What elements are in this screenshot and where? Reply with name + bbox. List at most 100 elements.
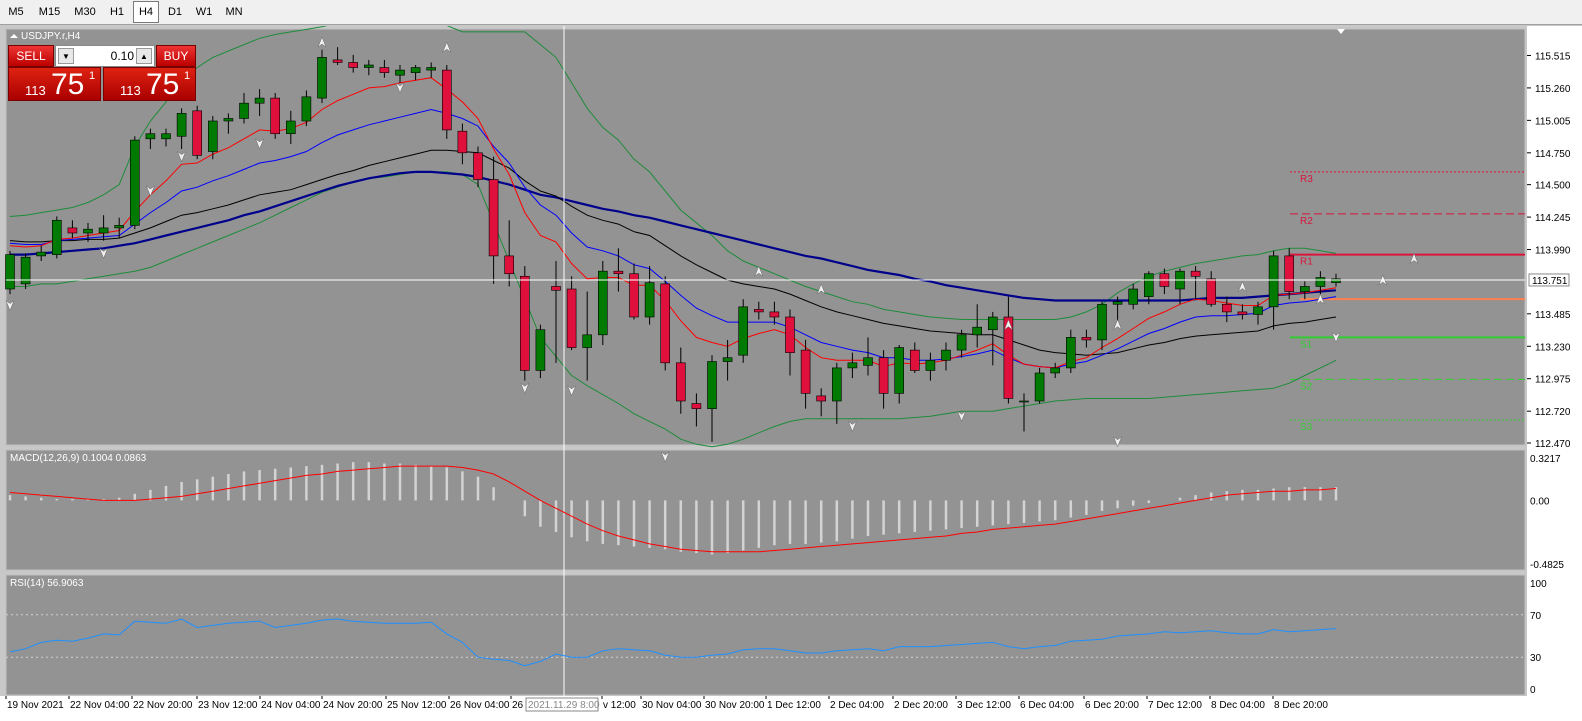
time-tick-label: 23 Nov 12:00 <box>198 700 258 711</box>
candle-body <box>551 286 561 291</box>
pivot-label-s1: S1 <box>1300 339 1313 350</box>
timeframe-w1-button[interactable]: W1 <box>195 6 213 18</box>
candle-body <box>145 133 156 140</box>
timeframe-d1-button[interactable]: D1 <box>167 6 183 18</box>
timeframe-mn-button[interactable]: MN <box>225 6 243 18</box>
buy-price[interactable]: 113 75 1 <box>103 67 196 101</box>
volume-decrease-icon[interactable]: ▼ <box>58 48 74 64</box>
candle-body <box>285 120 296 135</box>
candle-body <box>1081 337 1092 341</box>
candle-body <box>130 139 140 226</box>
volume-value[interactable]: 0.10 <box>110 49 134 63</box>
fractal-up-icon <box>1003 318 1013 331</box>
crosshair-time-badge <box>525 697 599 712</box>
candle-body <box>1268 255 1279 308</box>
fractal-up-icon <box>1409 252 1419 265</box>
timeframe-m30-button[interactable]: M30 <box>74 6 96 18</box>
crosshair-time-label: 2021.11.29 8:00 <box>528 700 600 711</box>
pivot-label-r2: R2 <box>1300 216 1313 227</box>
candle-body <box>348 62 359 68</box>
rsi-label: RSI(14) 56.9063 <box>10 578 84 589</box>
current-price-badge <box>1528 273 1570 287</box>
candle-body <box>1144 273 1154 297</box>
candle-body <box>395 69 405 76</box>
time-tick-label: 6 Dec 20:00 <box>1085 700 1139 711</box>
buy-price-prefix: 113 <box>120 83 141 98</box>
candle-body <box>1206 278 1216 305</box>
candle-body <box>1190 270 1201 277</box>
candle-body <box>114 225 124 229</box>
collapse-icon <box>10 34 18 38</box>
candle-body <box>98 227 109 234</box>
timeframe-h4-button[interactable]: H4 <box>133 1 159 23</box>
candle-body <box>800 349 811 394</box>
macd-tick-label: 0.3217 <box>1530 454 1561 465</box>
candle-body <box>941 349 951 361</box>
fractal-down-icon <box>957 410 967 422</box>
volume-input[interactable]: ▼ 0.10 ▲ <box>55 45 155 67</box>
candle-body <box>441 69 452 131</box>
candle-body <box>473 152 483 180</box>
candle-body <box>457 130 468 154</box>
candle-body <box>1066 337 1076 369</box>
candle-body <box>956 334 967 351</box>
timeframe-m5-button[interactable]: M5 <box>8 6 24 18</box>
candle-body <box>660 283 671 364</box>
price-tick-label: 115.005 <box>1535 116 1571 127</box>
price-tick-label: 114.500 <box>1535 181 1571 192</box>
chart-shift-icon <box>1337 29 1345 34</box>
macd-tick-label: 0.00 <box>1530 496 1550 507</box>
candle-body <box>753 309 764 313</box>
sell-price-fraction: 1 <box>89 70 96 82</box>
candle-body <box>629 273 639 318</box>
candle-body <box>1097 303 1107 341</box>
candle-body <box>566 288 577 348</box>
candle-body <box>738 306 749 356</box>
timeframe-m15-button[interactable]: M15 <box>38 6 61 18</box>
sell-button[interactable]: SELL <box>8 45 54 67</box>
fractal-down-icon <box>1331 331 1341 344</box>
candle-body <box>925 359 936 371</box>
price-tick-label: 112.720 <box>1535 407 1571 418</box>
candle-body <box>1315 277 1326 287</box>
fractal-down-icon <box>520 382 530 394</box>
macd-panel-background <box>5 449 1526 571</box>
price-tick-label: 115.260 <box>1535 84 1571 95</box>
candle-body <box>1128 288 1138 305</box>
sell-price-pips: 75 <box>51 68 85 101</box>
main-panel-background <box>5 28 1526 446</box>
candle-body <box>894 347 905 394</box>
fractal-down-icon <box>255 138 265 150</box>
buy-price-pips: 75 <box>146 68 180 101</box>
time-tick-label: 24 Nov 04:00 <box>261 700 321 711</box>
macd-tick-label: -0.4825 <box>1530 560 1564 571</box>
fractal-down-icon <box>145 185 155 197</box>
fractal-down-icon <box>660 451 670 463</box>
timeframe-h1-button[interactable]: H1 <box>109 6 125 18</box>
current-price-label: 113.751 <box>1532 276 1568 287</box>
candle-body <box>36 251 47 257</box>
one-click-trading-panel: SELL ▼ 0.10 ▲ BUY 113 75 1 113 75 1 <box>8 45 196 101</box>
time-tick-label: 2 Dec 04:00 <box>830 700 884 711</box>
moving-average-fast-line <box>9 77 1337 369</box>
volume-increase-icon[interactable]: ▲ <box>136 48 152 64</box>
price-tick-label: 113.230 <box>1535 342 1571 353</box>
price-tick-label: 114.245 <box>1535 213 1571 224</box>
candle-body <box>831 367 842 402</box>
fractal-up-icon <box>816 283 826 295</box>
candle-body <box>816 395 827 402</box>
candle-body <box>363 64 374 68</box>
candle-body <box>613 270 624 275</box>
candle-body <box>987 316 998 331</box>
candle-body <box>317 57 327 99</box>
price-chart[interactable]: 115.515 115.260 115.005 114.750 114.500 114.2… <box>0 26 1582 721</box>
bollinger-upper-line <box>9 26 1337 320</box>
candle-body <box>192 110 202 156</box>
candle-body <box>426 67 437 71</box>
time-tick-label: 22 Nov 20:00 <box>133 700 193 711</box>
candle-body <box>769 311 780 318</box>
sell-price[interactable]: 113 75 1 <box>8 67 101 101</box>
buy-button[interactable]: BUY <box>156 45 196 67</box>
time-tick-label: 25 Nov 12:00 <box>387 700 447 711</box>
candle-body <box>410 67 421 73</box>
